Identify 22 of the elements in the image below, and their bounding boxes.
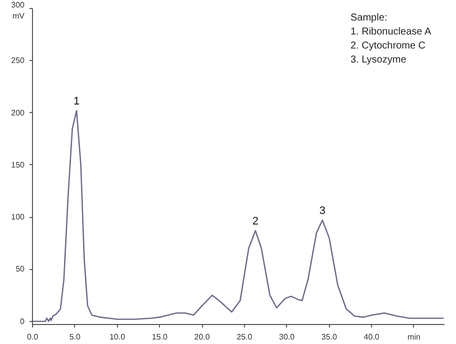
y-tick-label: 0: [20, 316, 26, 326]
x-tick-label: 15.0: [152, 332, 168, 342]
x-tick-label: 0.0: [26, 332, 39, 342]
annotation: 1: [74, 96, 80, 108]
x-tick-label: 5.0: [69, 332, 81, 342]
y-tick-label: 150: [11, 160, 26, 170]
y-tick-label: 50: [16, 264, 26, 274]
y-tick-label: 100: [11, 212, 26, 222]
x-tick-label: 35.0: [321, 332, 338, 342]
x-tick-label: 40.0: [364, 332, 380, 342]
x-tick-label: min: [408, 332, 420, 342]
y-tick-label: 200: [11, 108, 26, 118]
annotation: 3: [319, 205, 326, 218]
x-tick-label: 30.0: [279, 332, 296, 342]
annotation: Sample: 1. Ribonuclease A 2. Cytochrome C 3. Lysozyme: [350, 12, 432, 66]
line-series: [32, 110, 444, 322]
annotation: 2: [252, 216, 259, 228]
y-tick-label: 300 mV: [11, 0, 26, 20]
x-tick-label: 20.0: [194, 332, 210, 342]
x-tick-label: 10.0: [109, 332, 126, 342]
x-tick-label: 25.0: [236, 332, 253, 342]
y-tick-label: 250: [11, 56, 26, 66]
